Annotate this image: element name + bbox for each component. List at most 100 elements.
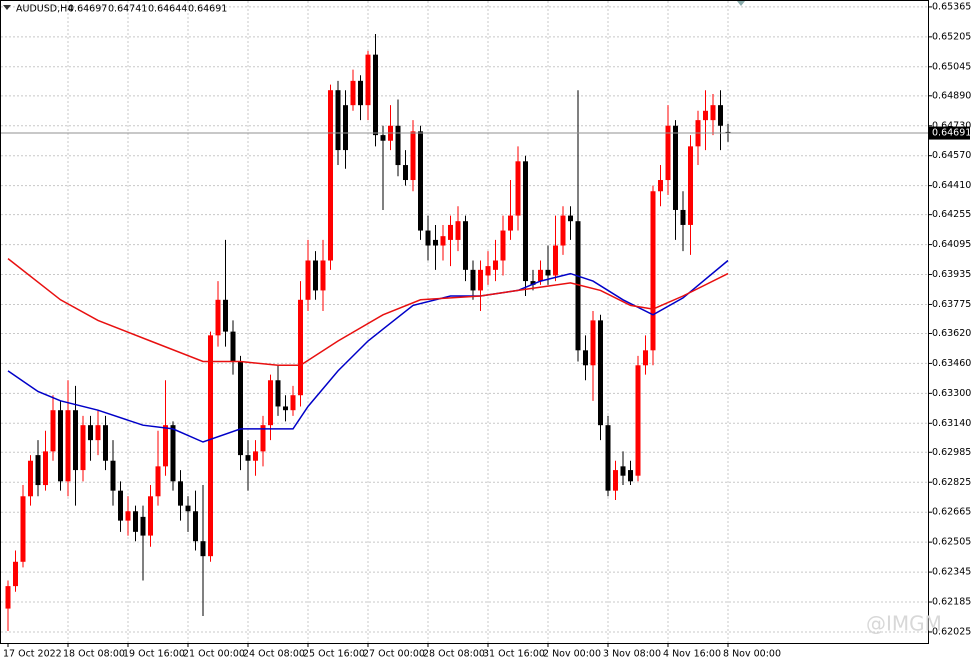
candle-body [545, 269, 551, 276]
candle-body [358, 80, 363, 106]
y-tick-label: 0.64095 [932, 239, 971, 250]
plot [1, 34, 928, 632]
candle-body [493, 260, 498, 270]
candle-body [110, 460, 116, 491]
candle-body [485, 266, 491, 276]
y-tick-label: 0.65045 [932, 61, 971, 72]
y-tick-label: 0.62665 [932, 507, 971, 518]
candle-body [208, 335, 213, 557]
y-tick-label: 0.63140 [932, 418, 971, 429]
watermark: @IMGM [866, 612, 942, 636]
candle-body [335, 90, 341, 151]
y-tick-label: 0.63620 [932, 328, 971, 339]
candle-body [163, 425, 168, 467]
candle-body [298, 299, 303, 396]
ohlc-close: 0.64691 [188, 4, 227, 15]
x-tick-label: 19 Oct 16:00 [123, 649, 185, 660]
candle-body [613, 470, 618, 491]
y-tick-label: 0.63775 [932, 299, 971, 310]
candle-body [200, 541, 206, 557]
candle-body [448, 224, 453, 240]
y-tick-label: 0.65365 [932, 1, 971, 12]
candle-body [260, 425, 266, 452]
candle-body [575, 221, 581, 351]
y-tick-label: 0.64255 [932, 209, 971, 220]
candle-body [658, 180, 663, 192]
candle-body [680, 209, 686, 225]
candle-body [103, 425, 108, 461]
y-tick-label: 0.62185 [932, 597, 971, 608]
candle-body [673, 125, 678, 210]
candle-body [268, 380, 273, 426]
y-tick-label: 0.63300 [932, 388, 971, 399]
candle-body [598, 320, 603, 426]
candle-body [515, 161, 521, 216]
candle-body [50, 410, 56, 452]
candle-body [290, 395, 296, 411]
candle-body [410, 131, 416, 181]
y-tick-label: 0.65205 [932, 31, 971, 42]
candle-body [710, 105, 716, 121]
y-tick-label: 0.64410 [932, 180, 971, 191]
candle-body [118, 490, 123, 521]
y-tick-label: 0.62025 [932, 626, 971, 637]
candle-body [343, 105, 348, 151]
candle-body [305, 260, 311, 300]
candle-body [215, 299, 221, 336]
candle-body [155, 466, 161, 497]
candle-body [478, 269, 483, 291]
x-tick-label: 8 Nov 00:00 [723, 649, 781, 660]
candle-body [20, 496, 26, 562]
candle-body [140, 516, 146, 536]
candle-body [275, 380, 281, 407]
candle-body [440, 236, 446, 246]
candle-body [583, 350, 588, 366]
candle-body [403, 165, 408, 181]
candle-body [13, 561, 18, 587]
candle-body [350, 80, 356, 106]
candle-body [88, 425, 93, 441]
candle-body [380, 135, 386, 141]
grid [1, 1, 928, 643]
candle-body [65, 410, 71, 482]
x-tick-label: 18 Oct 08:00 [63, 649, 125, 660]
candle-body [80, 425, 86, 471]
candle-body [245, 455, 251, 461]
candle-body [643, 350, 648, 366]
candle-body [650, 191, 656, 351]
candle-body [313, 260, 318, 291]
candle-body [605, 425, 611, 491]
candle-body [718, 105, 723, 126]
x-tick-label: 2 Nov 00:00 [543, 649, 601, 660]
moving-average [7, 258, 729, 367]
y-tick-label: 0.62345 [932, 567, 971, 578]
candle-body [560, 215, 566, 246]
ohlc-high: 0.64741 [108, 4, 147, 15]
x-tick-label: 25 Oct 16:00 [303, 649, 365, 660]
candle-body [620, 466, 626, 476]
candle-body [395, 125, 401, 166]
y-tick-label: 0.64890 [932, 90, 971, 101]
candle-body [178, 481, 183, 506]
candle-body [703, 110, 708, 121]
candle-body [148, 496, 153, 536]
y-tick-label: 0.62985 [932, 447, 971, 458]
shift-marker [737, 1, 745, 6]
candle-body [320, 260, 326, 291]
x-tick-label: 31 Oct 16:00 [483, 649, 545, 660]
x-tick-label: 4 Nov 16:00 [663, 649, 721, 660]
candle-body [125, 511, 131, 521]
candle-body [425, 230, 431, 246]
candle-body [253, 451, 258, 461]
x-tick-label: 21 Oct 00:00 [183, 649, 245, 660]
candle-body [463, 221, 468, 270]
y-tick-label: 0.63935 [932, 269, 971, 280]
candle-body [238, 361, 243, 456]
candle-body [170, 425, 176, 482]
candle-body [223, 299, 228, 332]
candle-body [95, 425, 101, 441]
price-label: 0.64691 [932, 128, 971, 139]
x-tick-label: 17 Oct 2022 [3, 649, 62, 660]
plot-frame [0, 0, 929, 644]
